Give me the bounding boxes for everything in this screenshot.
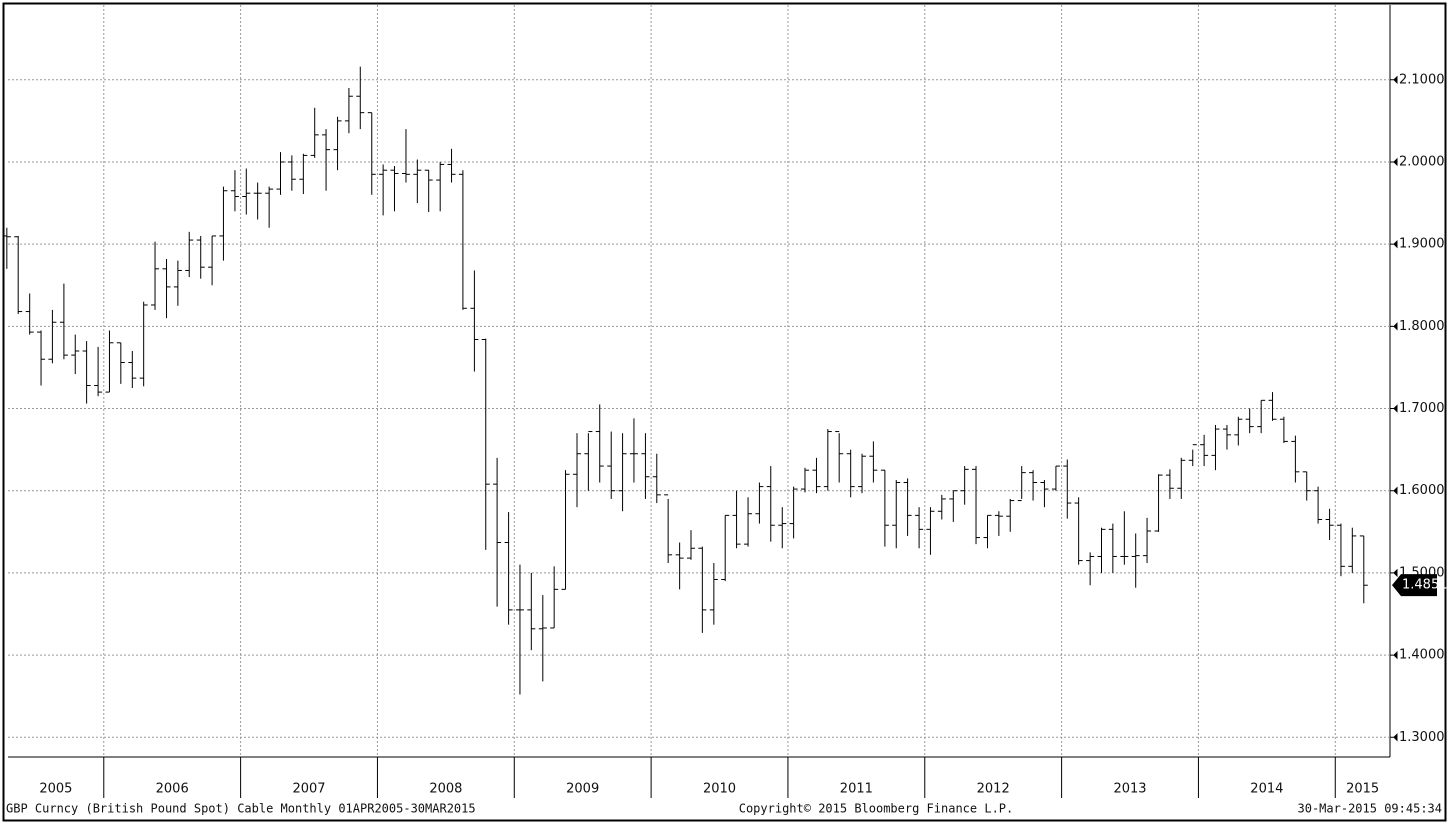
x-tick-label: 2007 [292, 782, 325, 797]
last-price-box [1392, 574, 1437, 597]
y-tick [1390, 75, 1398, 84]
x-tick-label: 2012 [977, 782, 1010, 797]
footer-right: 30-Mar-2015 09:45:34 [1298, 802, 1443, 816]
y-tick [1390, 486, 1398, 495]
y-tick [1390, 650, 1398, 660]
y-tick [1390, 568, 1398, 578]
y-tick [1390, 239, 1398, 249]
footer-center: Copyright© 2015 Bloomberg Finance L.P. [739, 802, 1014, 816]
y-tick-label: 2.1000 [1399, 72, 1445, 87]
y-tick-label: 1.4000 [1399, 648, 1445, 663]
footer-left: GBP Curncy (British Pound Spot) Cable Mo… [6, 802, 476, 816]
y-tick [1390, 404, 1398, 413]
y-tick [1390, 157, 1398, 167]
y-tick-label: 1.3000 [1399, 730, 1445, 745]
x-tick-label: 2005 [39, 782, 72, 797]
last-price-label: 1.4851 [1402, 578, 1448, 593]
x-tick-label: 2011 [840, 782, 873, 797]
x-tick-label: 2006 [156, 782, 189, 797]
x-tick-label: 2015 [1346, 782, 1379, 797]
x-tick-label: 2009 [566, 782, 599, 797]
y-tick-label: 1.8000 [1399, 319, 1445, 334]
x-tick-label: 2014 [1250, 782, 1283, 797]
y-tick-label: 1.7000 [1399, 401, 1445, 416]
y-tick-label: 1.6000 [1399, 483, 1445, 498]
x-tick-label: 2013 [1113, 782, 1146, 797]
y-tick [1390, 733, 1398, 742]
x-tick-label: 2008 [429, 782, 462, 797]
y-tick [1390, 322, 1398, 331]
y-tick-label: 1.9000 [1399, 237, 1445, 252]
x-tick-label: 2010 [703, 782, 736, 797]
y-tick-label: 2.0000 [1399, 154, 1445, 169]
